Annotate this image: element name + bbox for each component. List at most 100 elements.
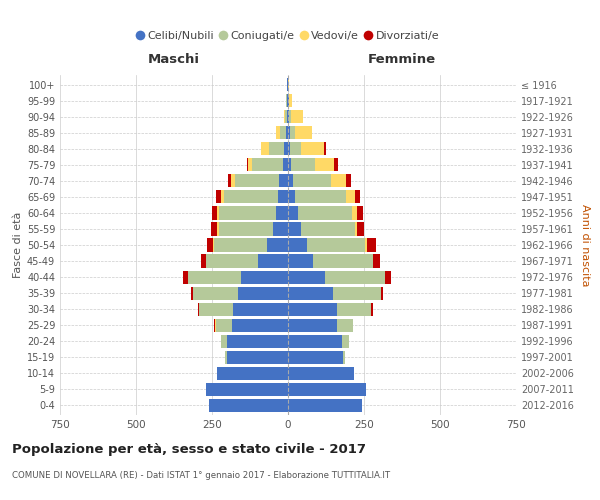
Bar xyxy=(287,110,288,124)
Bar xyxy=(334,158,338,172)
Bar xyxy=(213,238,214,252)
Bar xyxy=(208,238,213,252)
Bar xyxy=(307,238,365,252)
Bar xyxy=(333,286,381,300)
Legend: Celibi/Nubili, Coniugati/e, Vedovi/e, Divorziati/e: Celibi/Nubili, Coniugati/e, Vedovi/e, Di… xyxy=(133,26,443,46)
Bar xyxy=(290,142,301,156)
Bar xyxy=(193,286,238,300)
Bar xyxy=(337,302,371,316)
Bar xyxy=(373,254,380,268)
Bar xyxy=(288,318,337,332)
Bar xyxy=(232,318,288,332)
Bar xyxy=(241,270,288,283)
Text: Maschi: Maschi xyxy=(148,53,200,66)
Bar xyxy=(301,222,355,235)
Bar xyxy=(313,254,373,268)
Bar xyxy=(215,318,216,332)
Bar xyxy=(288,254,313,268)
Bar xyxy=(324,142,326,156)
Bar xyxy=(288,302,337,316)
Bar xyxy=(267,238,288,252)
Bar xyxy=(288,126,290,140)
Bar xyxy=(293,174,331,188)
Bar xyxy=(227,174,231,188)
Bar xyxy=(288,174,293,188)
Y-axis label: Anni di nascita: Anni di nascita xyxy=(580,204,590,286)
Bar xyxy=(342,334,349,348)
Bar xyxy=(247,158,248,172)
Bar xyxy=(337,318,353,332)
Bar xyxy=(291,110,302,124)
Bar xyxy=(217,206,218,220)
Bar xyxy=(290,126,295,140)
Bar xyxy=(357,206,363,220)
Bar xyxy=(191,286,193,300)
Bar xyxy=(233,302,288,316)
Bar xyxy=(216,318,232,332)
Bar xyxy=(288,158,291,172)
Bar xyxy=(298,206,352,220)
Bar xyxy=(288,238,307,252)
Bar xyxy=(331,174,346,188)
Bar xyxy=(288,190,295,203)
Bar xyxy=(295,126,313,140)
Bar xyxy=(325,270,385,283)
Text: Popolazione per età, sesso e stato civile - 2017: Popolazione per età, sesso e stato civil… xyxy=(12,442,366,456)
Bar xyxy=(227,334,288,348)
Bar xyxy=(381,286,383,300)
Bar xyxy=(184,270,188,283)
Text: Femmine: Femmine xyxy=(368,53,436,66)
Bar xyxy=(355,222,358,235)
Bar xyxy=(287,78,288,91)
Bar xyxy=(226,350,227,364)
Bar xyxy=(346,190,355,203)
Bar xyxy=(274,222,288,235)
Bar xyxy=(288,350,343,364)
Bar xyxy=(199,302,233,316)
Bar xyxy=(288,222,301,235)
Bar xyxy=(277,126,280,140)
Bar xyxy=(288,286,333,300)
Bar xyxy=(288,94,289,107)
Bar xyxy=(238,286,288,300)
Bar xyxy=(231,174,235,188)
Bar xyxy=(218,222,274,235)
Bar xyxy=(355,190,360,203)
Bar xyxy=(358,222,364,235)
Bar xyxy=(286,94,287,107)
Bar xyxy=(257,254,288,268)
Bar xyxy=(252,158,283,172)
Bar xyxy=(214,238,267,252)
Bar xyxy=(288,110,289,124)
Bar xyxy=(224,190,278,203)
Bar xyxy=(291,158,315,172)
Bar xyxy=(188,270,241,283)
Bar xyxy=(288,142,290,156)
Bar xyxy=(288,334,342,348)
Bar xyxy=(286,126,288,140)
Bar xyxy=(288,206,298,220)
Bar xyxy=(283,158,288,172)
Bar xyxy=(315,158,334,172)
Bar xyxy=(206,254,257,268)
Bar xyxy=(206,383,288,396)
Bar xyxy=(288,366,354,380)
Text: COMUNE DI NOVELLARA (RE) - Dati ISTAT 1° gennaio 2017 - Elaborazione TUTTITALIA.: COMUNE DI NOVELLARA (RE) - Dati ISTAT 1°… xyxy=(12,471,390,480)
Bar xyxy=(287,94,288,107)
Bar xyxy=(260,142,269,156)
Bar xyxy=(209,399,288,412)
Bar xyxy=(218,206,277,220)
Bar xyxy=(343,350,345,364)
Bar xyxy=(385,270,391,283)
Bar xyxy=(221,190,224,203)
Bar xyxy=(211,222,217,235)
Bar xyxy=(227,350,288,364)
Bar xyxy=(212,206,217,220)
Bar xyxy=(221,334,227,348)
Bar xyxy=(288,383,367,396)
Bar xyxy=(235,174,280,188)
Bar xyxy=(289,110,291,124)
Bar xyxy=(280,126,286,140)
Bar xyxy=(269,142,284,156)
Bar xyxy=(371,302,373,316)
